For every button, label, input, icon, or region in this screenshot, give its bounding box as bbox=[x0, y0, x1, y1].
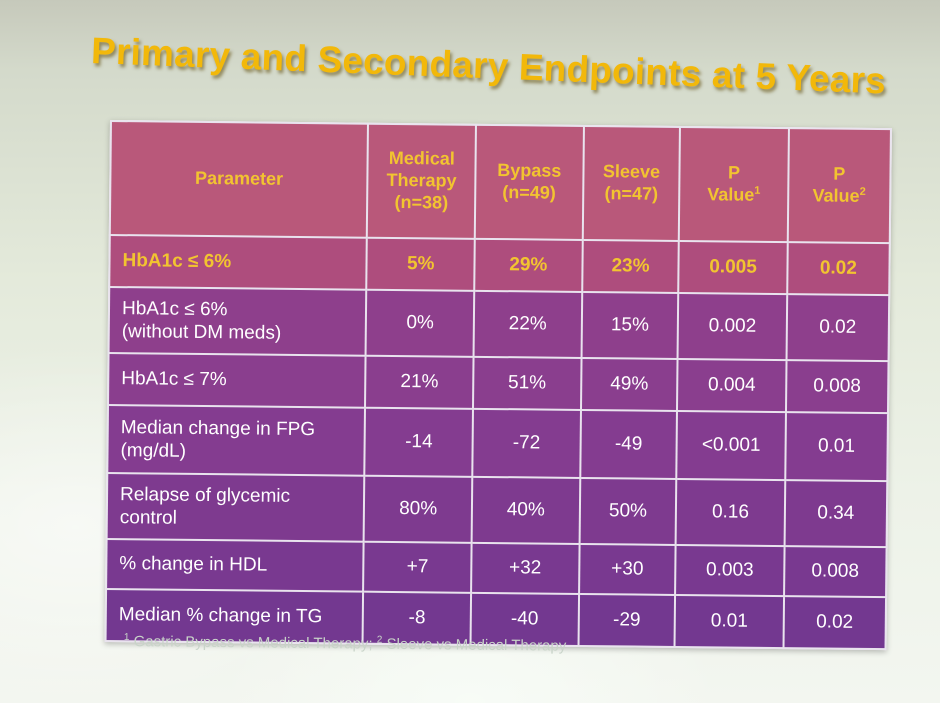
header-p-value-1: P Value1 bbox=[679, 126, 789, 243]
cell-bypass: -72 bbox=[472, 408, 581, 478]
cell-parameter: HbA1c ≤ 6% bbox=[109, 235, 368, 290]
header-sleeve: Sleeve (n=47) bbox=[582, 125, 681, 241]
cell-medical: -14 bbox=[364, 407, 474, 477]
cell-p-value-2: 0.02 bbox=[786, 294, 890, 362]
table-row-hba1c-6: HbA1c ≤ 6% 5% 29% 23% 0.005 0.02 bbox=[109, 235, 890, 296]
cell-sleeve: -49 bbox=[579, 409, 678, 479]
table-row-hdl: % change in HDL +7 +32 +30 0.003 0.008 bbox=[106, 538, 887, 598]
endpoints-table: Parameter Medical Therapy (n=38) Bypass … bbox=[105, 120, 892, 650]
cell-sleeve: +30 bbox=[578, 543, 676, 595]
cell-p-value-1: 0.003 bbox=[675, 544, 785, 597]
cell-p-value-2: 0.01 bbox=[785, 412, 888, 482]
footnote: 1 Gastric Bypass vs Medical Therapy; 2 S… bbox=[123, 632, 567, 655]
cell-p-value-1: 0.002 bbox=[677, 292, 787, 361]
cell-sleeve: -29 bbox=[578, 593, 676, 647]
header-p-value-2: P Value2 bbox=[787, 128, 891, 244]
cell-medical: 21% bbox=[365, 355, 474, 409]
slide-title: Primary and Secondary Endpoints at 5 Yea… bbox=[90, 30, 887, 102]
cell-medical: 80% bbox=[364, 475, 473, 543]
cell-p-value-2: 0.02 bbox=[786, 242, 890, 296]
table-row-hba1c-7: HbA1c ≤ 7% 21% 51% 49% 0.004 0.008 bbox=[108, 352, 889, 414]
cell-bypass: +32 bbox=[471, 542, 580, 594]
cell-p-value-2: 0.008 bbox=[785, 360, 889, 414]
cell-p-value-1: <0.001 bbox=[676, 410, 786, 481]
cell-sleeve: 50% bbox=[579, 477, 677, 545]
cell-p-value-2: 0.008 bbox=[783, 546, 887, 598]
table-header-row: Parameter Medical Therapy (n=38) Bypass … bbox=[109, 121, 891, 244]
cell-bypass: 22% bbox=[473, 290, 582, 358]
table-row-hba1c-6-no-meds: HbA1c ≤ 6% (without DM meds) 0% 22% 15% … bbox=[108, 287, 890, 362]
cell-p-value-1: 0.004 bbox=[677, 358, 787, 413]
cell-sleeve: 15% bbox=[581, 291, 679, 359]
cell-sleeve: 49% bbox=[580, 357, 678, 411]
cell-parameter: HbA1c ≤ 7% bbox=[108, 352, 366, 408]
table-row-fpg: Median change in FPG (mg/dL) -14 -72 -49… bbox=[107, 404, 888, 482]
endpoints-table-container: Parameter Medical Therapy (n=38) Bypass … bbox=[104, 120, 892, 651]
cell-medical: 5% bbox=[366, 237, 475, 291]
header-parameter: Parameter bbox=[109, 121, 369, 238]
cell-sleeve: 23% bbox=[581, 239, 680, 293]
cell-p-value-2: 0.02 bbox=[783, 596, 887, 650]
cell-parameter: % change in HDL bbox=[106, 538, 365, 592]
cell-bypass: 29% bbox=[474, 238, 583, 292]
table-row-relapse: Relapse of glycemic control 80% 40% 50% … bbox=[106, 472, 888, 548]
cell-medical: +7 bbox=[363, 541, 472, 593]
cell-p-value-1: 0.16 bbox=[675, 478, 786, 547]
cell-p-value-1: 0.01 bbox=[674, 594, 784, 649]
cell-parameter: Median change in FPG (mg/dL) bbox=[107, 404, 366, 476]
header-medical-therapy: Medical Therapy (n=38) bbox=[367, 123, 477, 239]
header-bypass: Bypass (n=49) bbox=[474, 124, 584, 240]
cell-medical: 0% bbox=[365, 289, 475, 357]
cell-p-value-2: 0.34 bbox=[784, 480, 888, 548]
cell-bypass: 40% bbox=[471, 476, 580, 544]
cell-parameter: Relapse of glycemic control bbox=[106, 472, 365, 542]
cell-p-value-1: 0.005 bbox=[678, 240, 788, 295]
cell-parameter: HbA1c ≤ 6% (without DM meds) bbox=[108, 287, 367, 356]
cell-bypass: 51% bbox=[473, 356, 582, 410]
